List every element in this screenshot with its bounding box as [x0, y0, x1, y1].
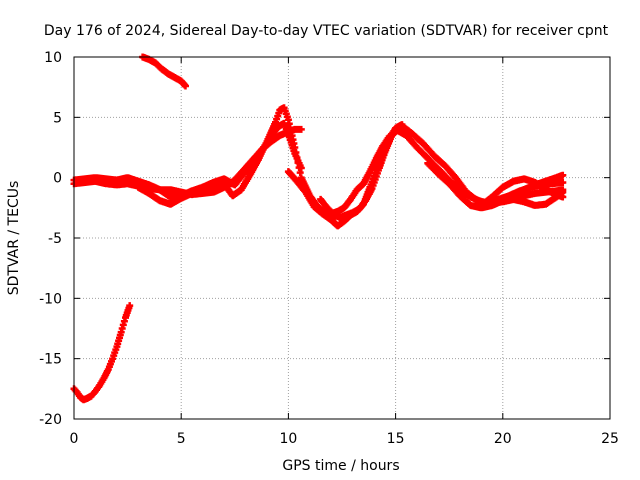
data-layer: [70, 53, 567, 404]
data-point-markers: [327, 128, 400, 218]
x-tick-label: 10: [279, 431, 297, 447]
grid-layer: [74, 57, 610, 419]
x-tick-label: 15: [387, 431, 405, 447]
y-axis-label: SDTVAR / TECUs: [6, 181, 22, 296]
data-series-arc-late-5: [510, 188, 567, 209]
data-point-markers: [317, 123, 408, 221]
y-tick-label: -15: [39, 352, 62, 368]
data-series-arc-main-3: [134, 104, 340, 220]
y-tick-label: -20: [39, 412, 62, 428]
x-axis-label: GPS time / hours: [282, 458, 399, 474]
data-series-arc-mid-dip-2: [317, 123, 408, 221]
tick-labels: 0 5 10 15 20 25 -20 -15 -10 -5 0 5 10: [39, 50, 619, 447]
data-point-markers: [510, 188, 567, 209]
data-series-arc-mid-dip-3: [327, 128, 400, 218]
x-tick-label: 25: [601, 431, 619, 447]
plot-frame: [73, 56, 611, 420]
data-series-arc-low-start: [70, 302, 134, 404]
chart-title: Day 176 of 2024, Sidereal Day-to-day VTE…: [44, 23, 609, 39]
data-point-markers: [134, 104, 340, 220]
data-point-markers: [70, 302, 134, 404]
y-tick-label: 0: [53, 171, 62, 187]
y-tick-label: 5: [53, 110, 62, 126]
y-tick-label: -5: [48, 231, 62, 247]
x-tick-label: 5: [177, 431, 186, 447]
y-tick-label: 10: [44, 50, 62, 66]
x-tick-label: 20: [494, 431, 512, 447]
y-tick-label: -10: [39, 291, 62, 307]
x-tick-label: 0: [70, 431, 79, 447]
